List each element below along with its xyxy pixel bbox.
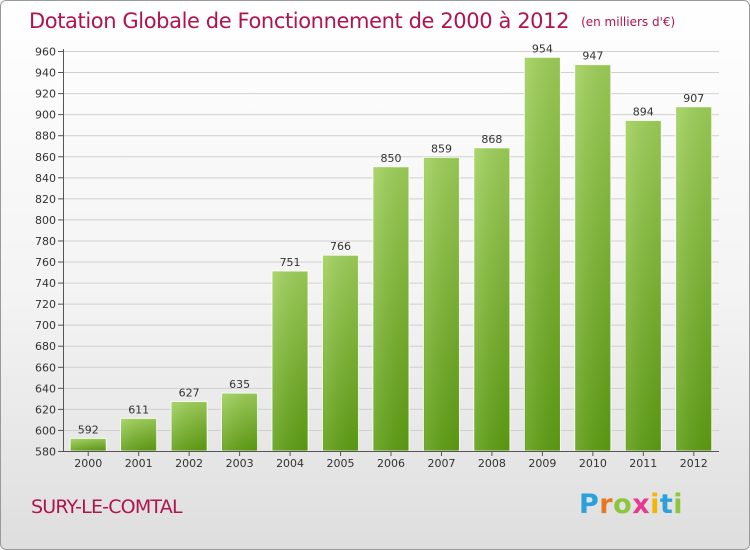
bar-shade — [273, 272, 308, 451]
data-label: 894 — [633, 105, 654, 118]
y-tick-label: 600 — [35, 424, 56, 437]
data-label: 850 — [381, 152, 402, 165]
y-tick-label: 960 — [35, 46, 56, 59]
y-tick-label: 660 — [35, 361, 56, 374]
data-label: 859 — [431, 142, 452, 155]
bar-shade — [676, 107, 711, 451]
y-tick-label: 840 — [35, 172, 56, 185]
data-label: 627 — [179, 387, 200, 400]
logo-letter: x — [632, 489, 651, 520]
bar-shade — [222, 394, 257, 451]
proxiti-logo: Proxiti — [579, 489, 683, 520]
y-tick-label: 700 — [35, 319, 56, 332]
x-tick-label: 2008 — [478, 457, 506, 470]
x-tick-label: 2009 — [528, 457, 556, 470]
commune-name: SURY-LE-COMTAL — [31, 496, 183, 518]
data-label: 907 — [683, 92, 704, 105]
bars: 592 611 627 635 751 766 850 859 868 954 947 894 907 — [69, 42, 713, 452]
chart-title-text: Dotation Globale de Fonctionnement de 20… — [29, 9, 570, 33]
x-tick-label: 2011 — [629, 457, 657, 470]
data-label: 954 — [532, 42, 553, 55]
bar-shade — [575, 65, 610, 452]
bar-shade — [525, 58, 560, 451]
chart-subtitle: (en milliers d'€) — [581, 15, 676, 29]
x-tick-label: 2000 — [74, 457, 102, 470]
logo-letter: r — [599, 489, 614, 520]
logo-letter: i — [673, 489, 684, 520]
data-label: 868 — [481, 133, 502, 146]
bar-shade — [172, 402, 207, 451]
y-tick-label: 580 — [35, 446, 56, 459]
y-tick-label: 800 — [35, 214, 56, 227]
x-tick-label: 2006 — [377, 457, 405, 470]
x-tick-label: 2004 — [276, 457, 304, 470]
y-tick-label: 680 — [35, 340, 56, 353]
bar-shade — [121, 419, 156, 451]
data-label: 947 — [582, 50, 603, 63]
x-tick-label: 2010 — [579, 457, 607, 470]
data-label: 635 — [229, 378, 250, 391]
logo-letter: o — [613, 489, 633, 520]
y-tick-label: 920 — [35, 88, 56, 101]
bar-shade — [424, 158, 459, 451]
y-tick-label: 880 — [35, 130, 56, 143]
logo-letter: P — [579, 489, 600, 520]
x-tick-label: 2005 — [327, 457, 355, 470]
x-tick-label: 2003 — [226, 457, 254, 470]
y-tick-label: 620 — [35, 403, 56, 416]
x-tick-label: 2007 — [427, 457, 455, 470]
x-tick-label: 2002 — [175, 457, 203, 470]
y-tick-label: 940 — [35, 67, 56, 80]
bar-shade — [71, 439, 106, 451]
data-label: 751 — [280, 256, 301, 269]
y-tick-label: 720 — [35, 298, 56, 311]
y-tick-label: 900 — [35, 109, 56, 122]
bar-shade — [374, 167, 408, 451]
y-tick-label: 780 — [35, 235, 56, 248]
bar-shade — [626, 121, 661, 451]
logo-letter: i — [650, 489, 660, 520]
bar-shade — [323, 256, 358, 451]
data-label: 592 — [78, 423, 99, 436]
data-label: 611 — [128, 403, 149, 416]
chart-title: Dotation Globale de Fonctionnement de 20… — [29, 9, 675, 33]
data-label: 766 — [330, 240, 351, 253]
y-tick-label: 820 — [35, 193, 56, 206]
bar-shade — [474, 148, 509, 451]
x-tick-label: 2012 — [680, 457, 708, 470]
logo-letter: t — [659, 489, 674, 520]
x-tick-label: 2001 — [125, 457, 153, 470]
y-axis: 580 600 620 640 660 680 700 720 740 760 780 800 820 8… — [35, 46, 64, 459]
x-axis: 2000 2001 2002 2003 2004 2005 2006 2007 2008 2009… — [63, 451, 719, 470]
y-tick-label: 760 — [35, 256, 56, 269]
y-tick-label: 740 — [35, 277, 56, 290]
y-tick-label: 860 — [35, 151, 56, 164]
y-tick-label: 640 — [35, 382, 56, 395]
